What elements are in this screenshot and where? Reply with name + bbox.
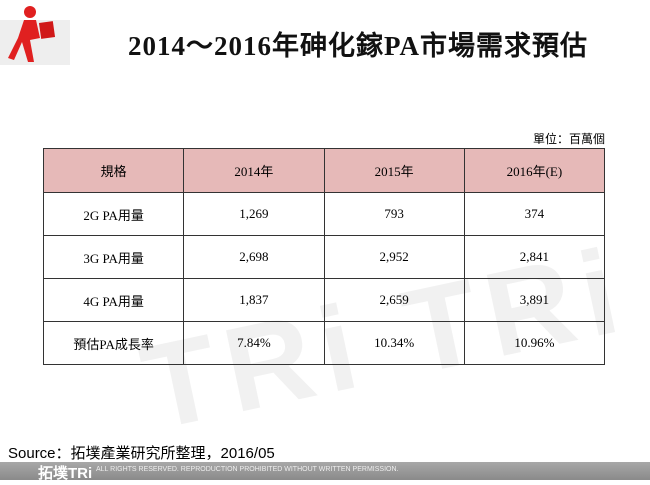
pa-demand-table: 規格 2014年 2015年 2016年(E) 2G PA用量 1,269 79…	[42, 148, 606, 365]
running-man-logo-icon	[0, 6, 70, 65]
table-cell: 793	[323, 192, 465, 236]
table-cell: 2G PA用量	[42, 192, 185, 236]
header-cell: 2015年	[323, 148, 465, 193]
table-cell: 2,659	[323, 278, 465, 322]
table-header-row: 規格 2014年 2015年 2016年(E)	[42, 148, 606, 193]
table-row: 3G PA用量 2,698 2,952 2,841	[42, 235, 606, 279]
table-cell: 3,891	[463, 278, 606, 322]
footer-brand-logo: 拓墣TRi	[38, 465, 93, 482]
header-cell: 2016年(E)	[463, 148, 606, 193]
table-cell: 10.96%	[463, 321, 606, 365]
table-cell: 4G PA用量	[42, 278, 185, 322]
table-cell: 2,841	[463, 235, 606, 279]
table-cell: 7.84%	[183, 321, 325, 365]
table-cell: 1,269	[183, 192, 325, 236]
header-cell: 2014年	[183, 148, 325, 193]
table-cell: 10.34%	[323, 321, 465, 365]
table-row: 預估PA成長率 7.84% 10.34% 10.96%	[42, 321, 606, 365]
page-title: 2014～2016年砷化鎵PA市場需求預估	[128, 31, 588, 61]
table-cell: 預估PA成長率	[42, 321, 185, 365]
table-cell: 1,837	[183, 278, 325, 322]
table-cell: 2,698	[183, 235, 325, 279]
table-cell: 3G PA用量	[42, 235, 185, 279]
footer-bar: 拓墣TRi ALL RIGHTS RESERVED. REPRODUCTION …	[0, 462, 650, 482]
footer-rights-text: ALL RIGHTS RESERVED. REPRODUCTION PROHIB…	[96, 466, 399, 473]
table-row: 2G PA用量 1,269 793 374	[42, 192, 606, 236]
table-cell: 2,952	[323, 235, 465, 279]
table-row: 4G PA用量 1,837 2,659 3,891	[42, 278, 606, 322]
source-note: Source：拓墣產業研究所整理，2016/05	[8, 445, 275, 462]
header-cell: 規格	[42, 148, 185, 193]
table-cell: 374	[463, 192, 606, 236]
unit-label: 單位：百萬個	[532, 132, 605, 146]
